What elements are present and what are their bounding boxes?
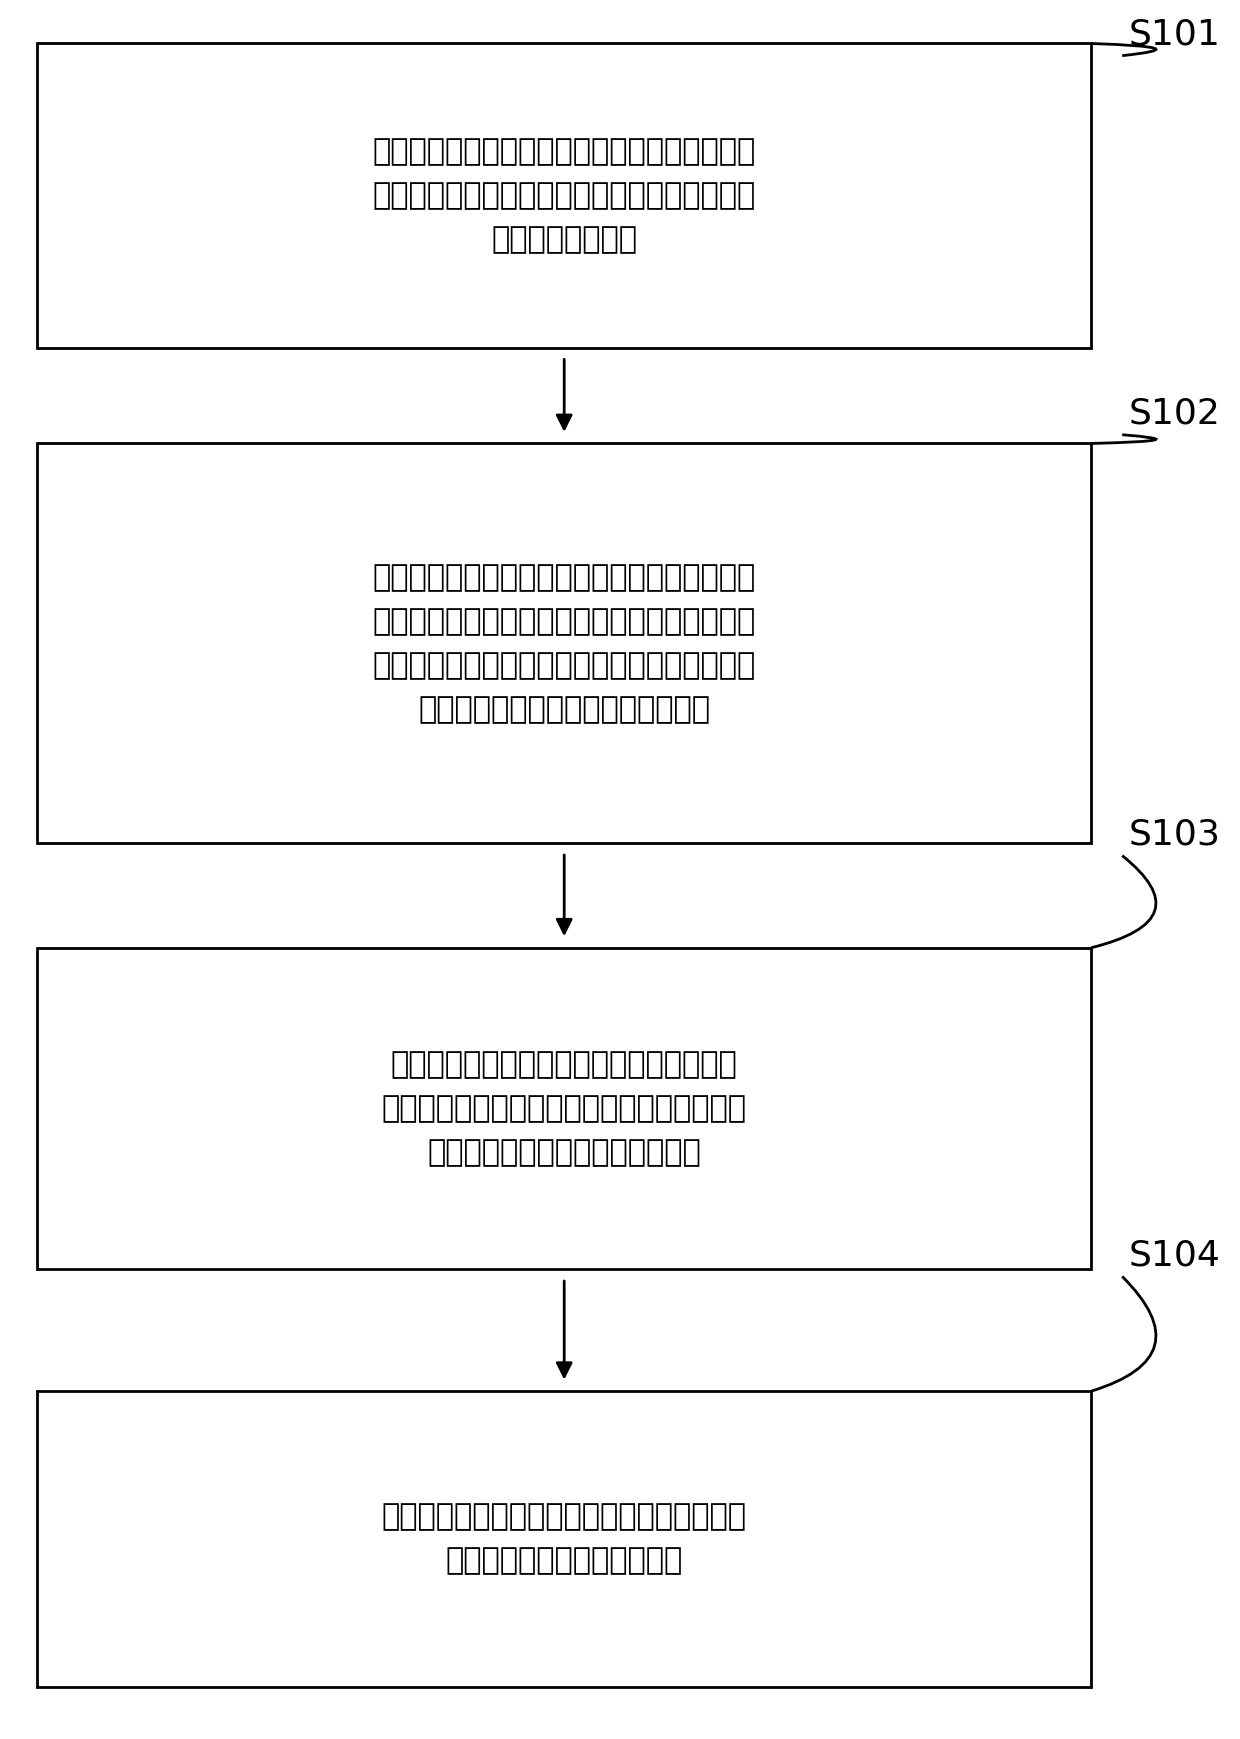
- Bar: [37, 1391, 1091, 1687]
- Text: S104: S104: [1128, 1238, 1220, 1273]
- Text: S102: S102: [1128, 396, 1220, 431]
- Text: 对所述二值图像进行形态学变换处理，并将
经过所述形态学变换后的图像进行霍夫变换，
得到图像的道路并对所述道路消除: 对所述二值图像进行形态学变换处理，并将 经过所述形态学变换后的图像进行霍夫变换，…: [382, 1050, 746, 1167]
- Text: 获取城市的全色图像和多光谱图像，并对所述全
色图像和所述多光谱图像进行图像融合，得到融
合后的多光谱图像: 获取城市的全色图像和多光谱图像，并对所述全 色图像和所述多光谱图像进行图像融合，…: [372, 137, 756, 254]
- Text: S101: S101: [1128, 17, 1220, 52]
- Bar: [37, 443, 1091, 843]
- Bar: [37, 43, 1091, 348]
- Bar: [37, 948, 1091, 1269]
- Text: S103: S103: [1128, 817, 1220, 852]
- Text: 对所述融合后的多光谱图像进行分块处理，得到
多个多光谱子块图像，采用多光谱图像边缘检测
算子对所述多光谱子块图像的单光谱分量进行边
缘提取和图像二值化，得到二值: 对所述融合后的多光谱图像进行分块处理，得到 多个多光谱子块图像，采用多光谱图像边…: [372, 563, 756, 723]
- Text: 采用边缘检测算子获取消除道路后的图像边界
线，得到城市建成区边界图像: 采用边缘检测算子获取消除道路后的图像边界 线，得到城市建成区边界图像: [382, 1502, 746, 1576]
